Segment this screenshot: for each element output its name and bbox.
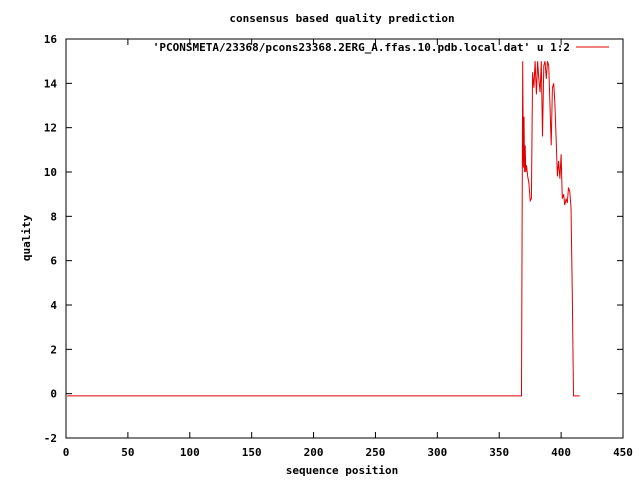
x-tick-label: 450 xyxy=(613,446,633,459)
x-tick-label: 150 xyxy=(242,446,262,459)
y-tick-label: 12 xyxy=(44,122,57,135)
legend-label: 'PCONSMETA/23368/pcons23368.2ERG_A.ffas.… xyxy=(153,41,570,54)
series-group xyxy=(67,61,580,397)
x-tick-label: 0 xyxy=(63,446,70,459)
x-axis-label: sequence position xyxy=(286,464,399,477)
x-tick-label: 350 xyxy=(489,446,509,459)
x-tick-label: 100 xyxy=(180,446,200,459)
y-tick-label: 10 xyxy=(44,166,57,179)
x-tick-label: 300 xyxy=(427,446,447,459)
y-tick-label: 14 xyxy=(44,77,58,90)
x-tick-label: 400 xyxy=(551,446,571,459)
y-tick-label: -2 xyxy=(44,432,57,445)
x-tick-label: 50 xyxy=(121,446,134,459)
y-tick-label: 6 xyxy=(50,255,57,268)
y-axis-label: quality xyxy=(20,214,33,261)
legend: 'PCONSMETA/23368/pcons23368.2ERG_A.ffas.… xyxy=(153,41,609,54)
y-tick-label: 2 xyxy=(50,343,57,356)
y-tick-label: 4 xyxy=(50,299,57,312)
y-tick-label: 0 xyxy=(50,388,57,401)
x-tick-label: 200 xyxy=(304,446,324,459)
series-line-0 xyxy=(67,61,580,397)
chart-title: consensus based quality prediction xyxy=(229,12,454,25)
y-tick-label: 8 xyxy=(50,210,57,223)
y-tick-label: 16 xyxy=(44,33,58,46)
x-tick-label: 250 xyxy=(366,446,386,459)
axis-ticks: 0 50 100 150 200 250 300 350 400 450 -2 0 2 4 6 8 10 12 14… xyxy=(44,33,633,459)
plot-frame xyxy=(65,38,624,439)
